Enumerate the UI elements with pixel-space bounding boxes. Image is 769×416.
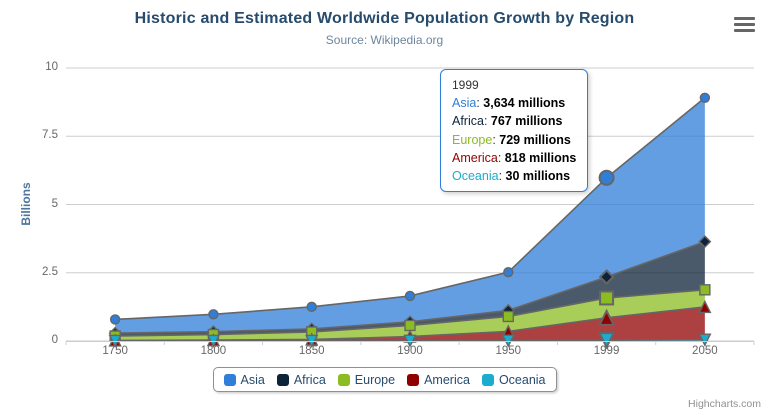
tooltip-header: 1999 (452, 78, 479, 92)
legend-item-africa[interactable]: Africa (276, 372, 326, 387)
marker-asia-1850[interactable] (306, 301, 317, 313)
tooltip-separator: : (492, 132, 500, 147)
legend-swatch (407, 373, 420, 386)
marker-europe-2050[interactable] (699, 284, 711, 296)
marker-asia-1999[interactable] (598, 169, 615, 186)
tooltip-row: Oceania: 30 millions (452, 167, 576, 185)
legend-swatch (337, 373, 350, 386)
tooltip-series-name: Africa (452, 114, 484, 129)
marker-oceania-1750[interactable] (108, 334, 122, 349)
tooltip-value: 767 millions (490, 114, 563, 129)
area-america (115, 306, 705, 341)
legend-label: Oceania (498, 372, 546, 387)
legend-label: Africa (293, 372, 326, 387)
tooltip-series-name: Europe (452, 132, 493, 147)
tooltip-separator: : (483, 114, 491, 129)
legend-item-europe[interactable]: Europe (337, 372, 396, 387)
tooltip-row: Europe: 729 millions (452, 131, 576, 149)
tooltip-value: 3,634 millions (483, 96, 566, 111)
tooltip-row: Africa: 767 millions (452, 112, 576, 130)
legend-label: America (424, 372, 470, 387)
chart-title: Historic and Estimated Worldwide Populat… (134, 10, 635, 27)
legend-label: Asia (240, 372, 265, 387)
export-menu-button[interactable] (734, 17, 755, 34)
marker-europe-1950[interactable] (502, 310, 514, 323)
chart-subtitle: Source: Wikipedia.org (325, 33, 444, 47)
x-axis-label: 1999 (593, 345, 620, 357)
tooltip-value: 818 millions (504, 150, 577, 165)
tooltip-row: Asia: 3,634 millions (452, 94, 576, 112)
tooltip: 1999 Asia: 3,634 millions Africa: 767 mi… (440, 69, 589, 193)
x-axis-label: 1800 (200, 345, 227, 357)
area-africa (115, 241, 705, 337)
tooltip-value: 729 millions (499, 132, 571, 147)
legend-item-asia[interactable]: Asia (223, 372, 265, 387)
legend-swatch (276, 373, 289, 386)
marker-europe-1900[interactable] (404, 319, 416, 332)
marker-america-2050[interactable] (698, 299, 712, 314)
tooltip-series-name: America (452, 150, 498, 165)
marker-africa-1999[interactable] (598, 269, 615, 285)
tooltip-value: 30 millions (505, 169, 571, 184)
marker-america-1999[interactable] (597, 308, 616, 326)
x-axis-label: 1850 (298, 345, 325, 357)
marker-asia-1900[interactable] (404, 290, 416, 302)
y-axis-label: 0 (51, 334, 58, 346)
tooltip-separator: : (497, 150, 505, 165)
tooltip-series-name: Asia (452, 96, 477, 111)
legend: Asia Africa Europe America Oceania (212, 367, 557, 392)
marker-oceania-1900[interactable] (403, 334, 417, 348)
marker-oceania-1950[interactable] (501, 334, 515, 348)
hamburger-icon (734, 22, 755, 26)
x-axis-label: 1750 (102, 345, 128, 357)
legend-swatch (481, 373, 494, 386)
credits-link[interactable]: Highcharts.com (688, 398, 761, 410)
x-axis-label: 1950 (495, 345, 522, 357)
tooltip-row: America: 818 millions (452, 149, 576, 167)
legend-item-oceania[interactable]: Oceania (481, 372, 546, 387)
y-axis-label: 5 (51, 197, 58, 210)
y-axis-label: 2.5 (42, 265, 58, 278)
area-asia (115, 97, 705, 334)
marker-asia-2050[interactable] (699, 92, 711, 103)
tooltip-series-name: Oceania (452, 169, 499, 184)
marker-asia-1800[interactable] (208, 309, 219, 320)
x-axis-label: 2050 (692, 345, 718, 357)
y-axis-label: 7.5 (42, 129, 58, 142)
tooltip-separator: : (498, 169, 506, 184)
x-axis-label: 1900 (397, 345, 423, 357)
legend-item-america[interactable]: America (407, 373, 470, 387)
hamburger-icon (734, 28, 755, 32)
marker-oceania-1999[interactable] (597, 332, 616, 350)
marker-asia-1950[interactable] (503, 266, 514, 278)
tooltip-separator: : (476, 96, 484, 111)
y-axis-label: 10 (45, 61, 58, 73)
marker-europe-1999[interactable] (599, 290, 615, 306)
legend-label: Europe (354, 372, 396, 387)
marker-oceania-1850[interactable] (305, 334, 319, 349)
marker-africa-2050[interactable] (698, 235, 712, 249)
marker-asia-1750[interactable] (109, 314, 121, 325)
marker-oceania-1800[interactable] (206, 334, 221, 349)
marker-oceania-2050[interactable] (698, 333, 712, 347)
legend-swatch (223, 373, 236, 386)
hamburger-icon (734, 17, 755, 20)
